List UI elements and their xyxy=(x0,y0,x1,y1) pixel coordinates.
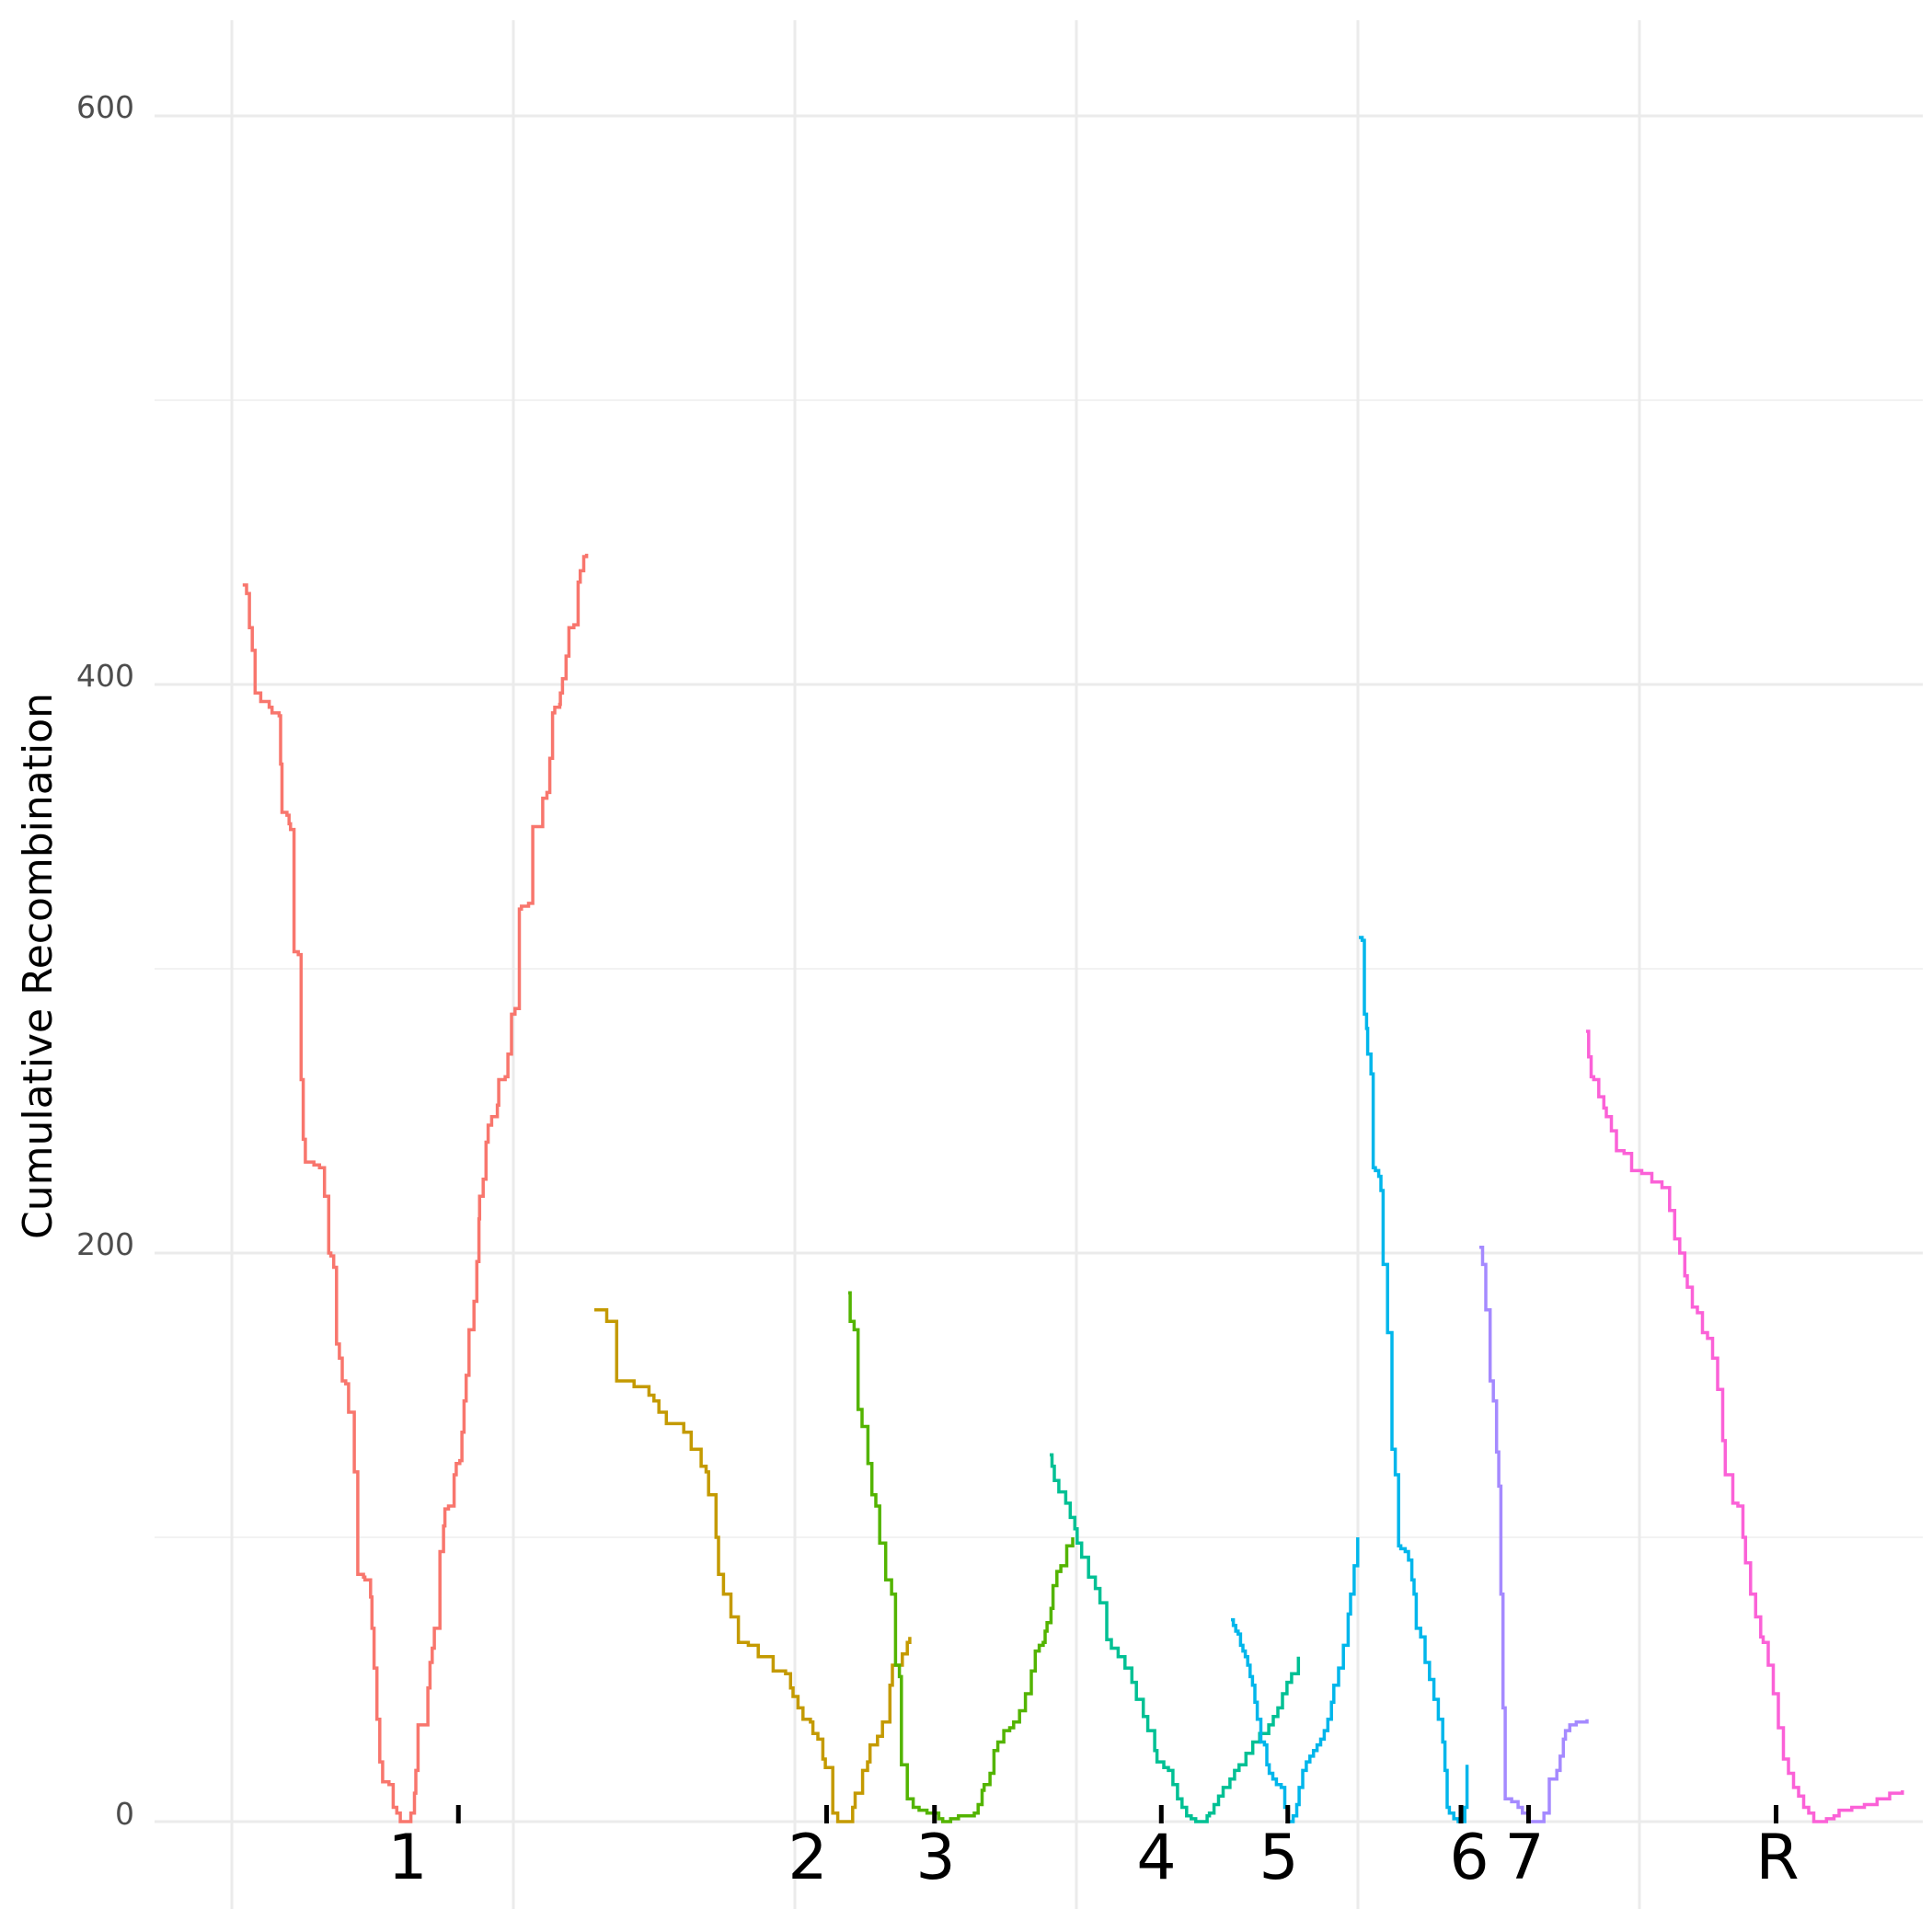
series-line-chr-5 xyxy=(1231,1537,1360,1823)
series-line-chr-1 xyxy=(242,553,589,1823)
chromosome-label-3: 3 xyxy=(915,1822,955,1894)
chromosome-label-2: 2 xyxy=(788,1822,827,1894)
y-axis-ticks: 0 200 400 600 xyxy=(76,89,134,1832)
series-layer xyxy=(242,553,1904,1823)
chromosome-label-R: R xyxy=(1755,1822,1799,1894)
series-line-chr-R xyxy=(1586,1029,1904,1823)
chromosome-label-7: 7 xyxy=(1504,1822,1544,1894)
chromosome-label-1: 1 xyxy=(387,1822,427,1894)
chromosome-label-5: 5 xyxy=(1259,1822,1298,1894)
y-tick-600: 600 xyxy=(76,89,134,125)
y-tick-200: 200 xyxy=(76,1226,134,1262)
chromosome-label-6: 6 xyxy=(1449,1822,1489,1894)
series-line-chr-4 xyxy=(1050,1453,1301,1823)
series-line-chr-3 xyxy=(848,1291,1075,1823)
series-line-chr-7 xyxy=(1479,1246,1589,1823)
series-line-chr-2 xyxy=(594,1308,912,1823)
series-line-chr-6 xyxy=(1359,936,1469,1823)
chromosome-label-4: 4 xyxy=(1136,1822,1176,1894)
y-tick-0: 0 xyxy=(115,1796,134,1832)
y-tick-400: 400 xyxy=(76,658,134,694)
grid-layer xyxy=(155,20,1923,1909)
chromosome-labels: 1 2 3 4 5 6 7 R xyxy=(387,1822,1799,1894)
centromere-ticks xyxy=(455,1805,1779,1823)
y-axis-label: Cumulative Recombination xyxy=(15,693,62,1239)
